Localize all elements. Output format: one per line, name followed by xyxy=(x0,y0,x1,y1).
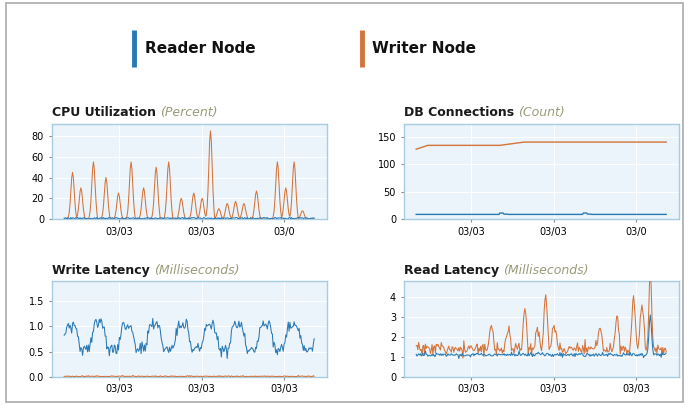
Text: DB Connections: DB Connections xyxy=(404,107,518,119)
Text: CPU Utilization: CPU Utilization xyxy=(52,107,160,119)
Text: Write Latency: Write Latency xyxy=(52,264,154,277)
Text: (Milliseconds): (Milliseconds) xyxy=(503,264,588,277)
Text: Reader Node: Reader Node xyxy=(145,41,256,56)
Text: (Milliseconds): (Milliseconds) xyxy=(154,264,239,277)
Text: Writer Node: Writer Node xyxy=(372,41,476,56)
Text: (Percent): (Percent) xyxy=(160,107,218,119)
Text: Read Latency: Read Latency xyxy=(404,264,503,277)
Text: (Count): (Count) xyxy=(518,107,565,119)
